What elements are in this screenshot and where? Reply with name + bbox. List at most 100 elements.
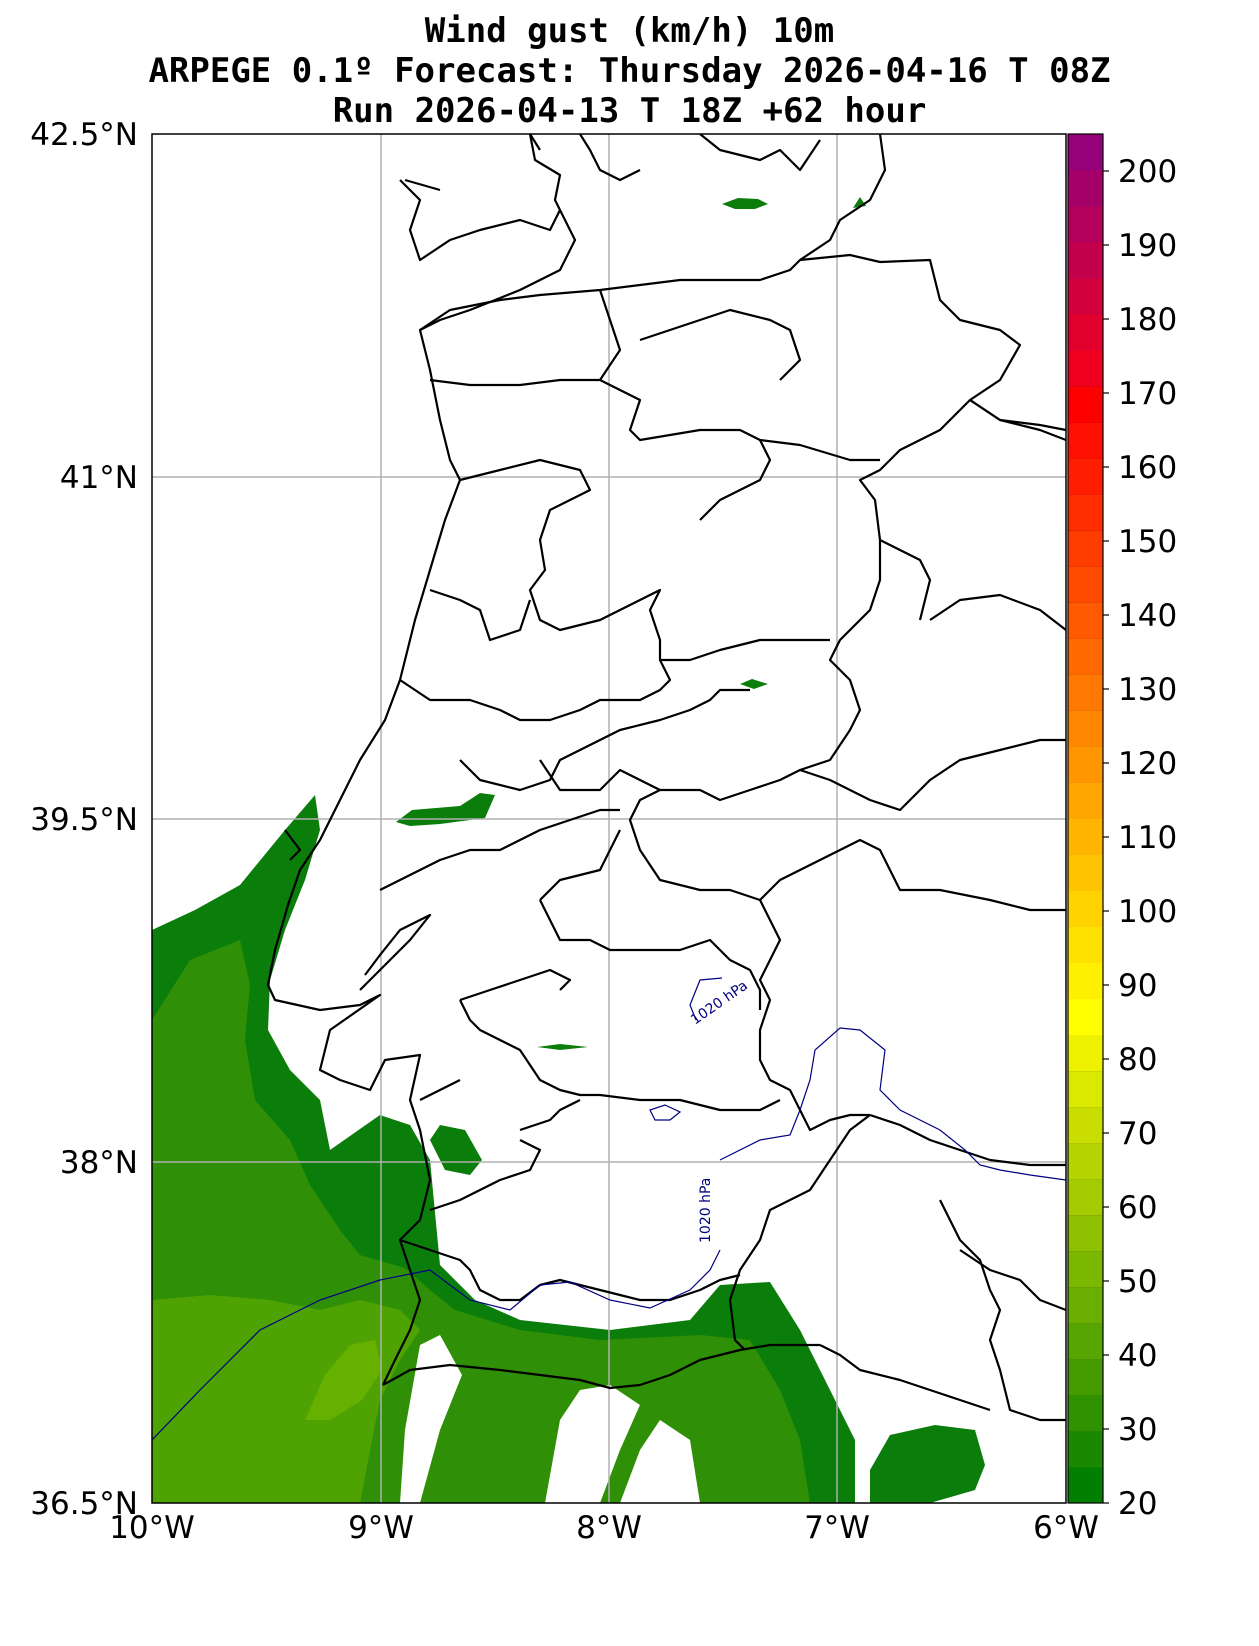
colorbar-label: 90 xyxy=(1118,968,1157,1004)
colorbar-label: 110 xyxy=(1118,820,1177,856)
wind-gust-field xyxy=(152,197,985,1503)
lat-label-36-5: 36.5°N xyxy=(30,1486,138,1522)
colorbar-segment xyxy=(1068,1106,1103,1144)
colorbar-label: 100 xyxy=(1118,894,1177,930)
colorbar-segment xyxy=(1068,782,1103,819)
map-panel: 1020 hPa 1020 hPa xyxy=(152,134,1066,1503)
colorbar-segment xyxy=(1068,998,1103,1036)
district-2 xyxy=(429,378,880,462)
colorbar-segment xyxy=(1068,638,1103,675)
district-3 xyxy=(459,458,830,662)
lat-label-42-5: 42.5°N xyxy=(30,117,138,153)
district-10 xyxy=(399,1238,741,1302)
colorbar-segment xyxy=(1068,1358,1103,1396)
isobar-1020-west xyxy=(152,1249,721,1441)
lon-axis: 10°W 9°W 8°W 7°W 6°W xyxy=(109,1510,1099,1546)
colorbar-segment xyxy=(1068,458,1103,495)
district-7 xyxy=(539,899,762,1010)
colorbar-segment xyxy=(1068,134,1103,171)
colorbar-segment xyxy=(1068,1142,1103,1180)
lat-label-41: 41°N xyxy=(60,460,138,496)
colorbar-segment xyxy=(1068,674,1103,711)
colorbar-segment xyxy=(1068,566,1103,603)
colorbar-segment xyxy=(1068,1430,1103,1468)
district-5 xyxy=(459,688,750,792)
colorbar-segment xyxy=(1068,890,1103,928)
gust-patch-se xyxy=(870,1425,985,1503)
colorbar-segment xyxy=(1068,1070,1103,1108)
isobars xyxy=(152,977,1066,1441)
colorbar-segment xyxy=(1068,278,1103,315)
colorbar-label: 190 xyxy=(1118,228,1177,264)
colorbar-label: 50 xyxy=(1118,1264,1157,1300)
colorbar-labels: 200 190 180 170 160 150 140 130 120 110 100 90 80 70 6… xyxy=(1103,154,1177,1522)
colorbar-label: 180 xyxy=(1118,302,1177,338)
colorbar-label: 150 xyxy=(1118,524,1177,560)
isobar-label-b: 1020 hPa xyxy=(698,1178,714,1243)
district-14 xyxy=(529,134,821,521)
coast-estuary xyxy=(284,829,432,991)
colorbar-segment xyxy=(1068,926,1103,964)
district-6 xyxy=(379,808,621,901)
colorbar-segment xyxy=(1068,1394,1103,1432)
border-spain-east xyxy=(628,398,1066,1132)
grid-lines xyxy=(152,134,1066,1503)
lon-label-9w: 9°W xyxy=(348,1510,414,1546)
gust-region-core xyxy=(305,1340,382,1420)
colorbar-segment xyxy=(1068,386,1103,423)
lon-label-10w: 10°W xyxy=(109,1510,195,1546)
colorbar-segment xyxy=(1068,494,1103,531)
colorbar xyxy=(1067,133,1104,1504)
colorbar-segment xyxy=(1068,314,1103,351)
border-guadiana xyxy=(728,1114,871,1351)
isobar-1020-north xyxy=(689,977,723,1021)
district-8 xyxy=(459,968,781,1112)
colorbar-frame xyxy=(1067,133,1104,1504)
land-gap-south-1 xyxy=(545,1385,640,1503)
district-15 xyxy=(598,289,802,381)
title-forecast: ARPEGE 0.1º Forecast: Thursday 2026-04-1… xyxy=(148,51,1111,91)
colorbar-segment xyxy=(1068,1286,1103,1324)
lon-label-6w: 6°W xyxy=(1033,1510,1099,1546)
map-frame xyxy=(151,133,1067,1504)
district-11 xyxy=(869,1113,1066,1422)
gust-patch-north xyxy=(722,198,768,209)
land-gap-south-2 xyxy=(620,1420,700,1503)
colorbar-label: 70 xyxy=(1118,1116,1157,1152)
colorbar-segment xyxy=(1068,170,1103,207)
colorbar-label: 120 xyxy=(1118,746,1177,782)
colorbar-label: 160 xyxy=(1118,450,1177,486)
colorbar-segment xyxy=(1068,1214,1103,1252)
colorbar-label: 200 xyxy=(1118,154,1177,190)
colorbar-label: 170 xyxy=(1118,376,1177,412)
colorbar-segment xyxy=(1068,1322,1103,1360)
colorbar-label: 30 xyxy=(1118,1412,1157,1448)
title-run: Run 2026-04-13 T 18Z +62 hour xyxy=(332,91,927,131)
colorbar-segment xyxy=(1068,962,1103,1000)
coastline-west xyxy=(266,134,577,1386)
title-variable: Wind gust (km/h) 10m xyxy=(424,11,835,51)
district-16 xyxy=(819,1249,1066,1412)
colorbar-segment xyxy=(1068,1178,1103,1216)
district-9 xyxy=(419,1079,581,1212)
district-17 xyxy=(399,178,561,262)
district-12 xyxy=(759,738,1066,912)
colorbar-segment xyxy=(1068,206,1103,243)
gust-patch-coast-central xyxy=(396,793,495,826)
colorbar-segment xyxy=(1068,1250,1103,1288)
district-1 xyxy=(419,259,801,331)
colorbar-label: 40 xyxy=(1118,1338,1157,1374)
lat-label-39-5: 39.5°N xyxy=(30,802,138,838)
colorbar-label: 60 xyxy=(1118,1190,1157,1226)
lon-label-7w: 7°W xyxy=(804,1510,870,1546)
lon-label-8w: 8°W xyxy=(576,1510,642,1546)
colorbar-segment xyxy=(1068,818,1103,856)
colorbar-segment xyxy=(1068,746,1103,783)
colorbar-label: 80 xyxy=(1118,1042,1157,1078)
district-4 xyxy=(399,588,672,722)
colorbar-segment xyxy=(1068,350,1103,387)
colorbar-segment xyxy=(1068,242,1103,279)
isobar-1020-pocket xyxy=(649,1104,682,1121)
district-13 xyxy=(879,539,1066,631)
